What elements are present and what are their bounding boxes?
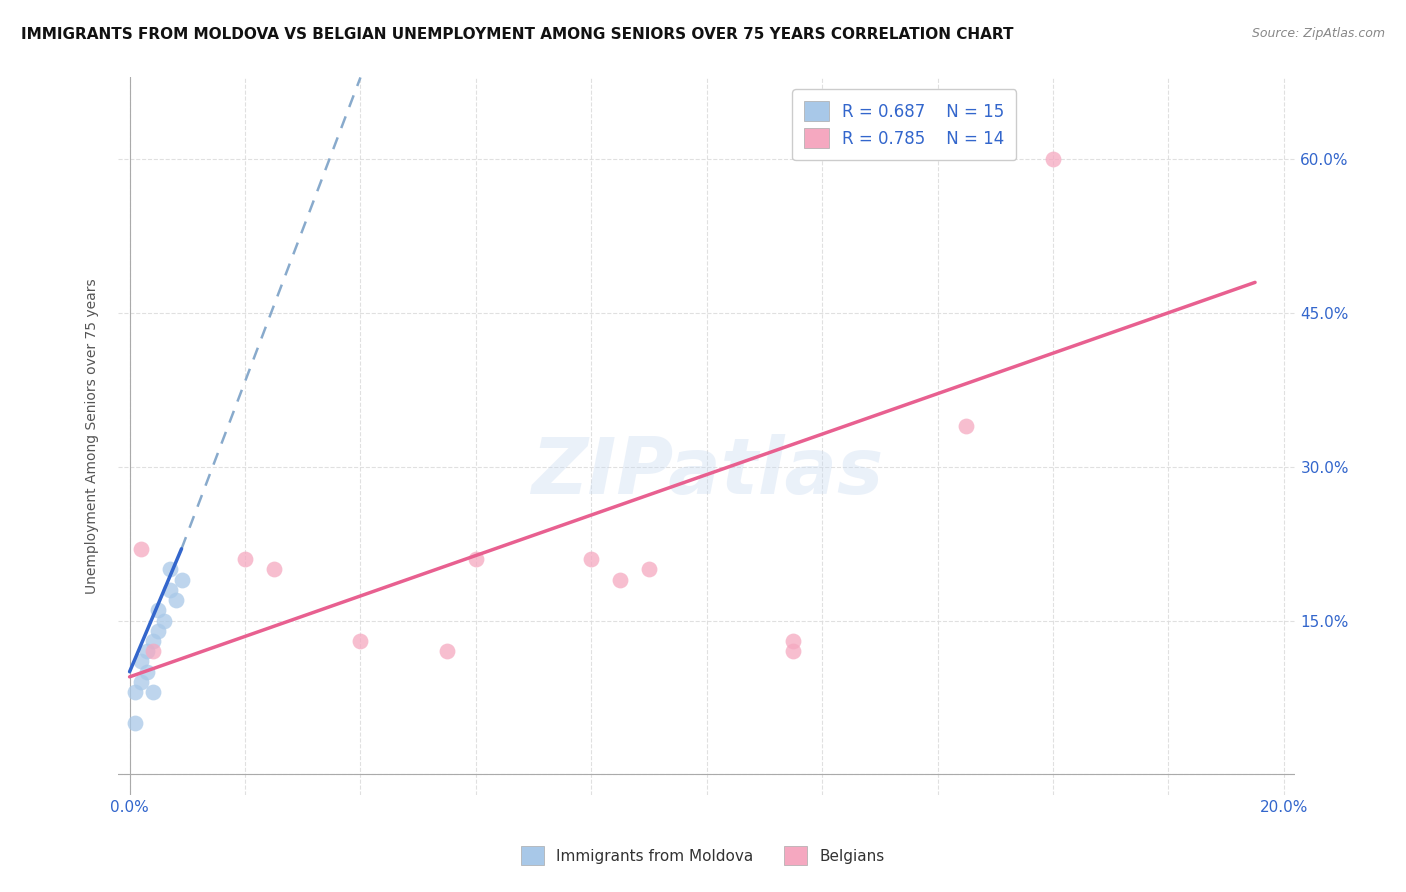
Point <box>638 562 661 576</box>
Point <box>148 603 170 617</box>
Y-axis label: Unemployment Among Seniors over 75 years: Unemployment Among Seniors over 75 years <box>86 278 100 594</box>
Point <box>233 552 256 566</box>
Point <box>159 562 181 576</box>
Point <box>129 655 152 669</box>
Point <box>124 685 146 699</box>
Point <box>142 634 165 648</box>
Point <box>955 418 977 433</box>
Point <box>159 582 181 597</box>
Point <box>124 716 146 731</box>
Point <box>581 552 603 566</box>
Text: IMMIGRANTS FROM MOLDOVA VS BELGIAN UNEMPLOYMENT AMONG SENIORS OVER 75 YEARS CORR: IMMIGRANTS FROM MOLDOVA VS BELGIAN UNEMP… <box>21 27 1014 42</box>
Point <box>142 644 165 658</box>
Legend: R = 0.687    N = 15, R = 0.785    N = 14: R = 0.687 N = 15, R = 0.785 N = 14 <box>793 89 1017 160</box>
Point <box>349 634 371 648</box>
Point <box>464 552 486 566</box>
Point <box>263 562 285 576</box>
Point <box>129 675 152 690</box>
Text: Source: ZipAtlas.com: Source: ZipAtlas.com <box>1251 27 1385 40</box>
Point <box>436 644 458 658</box>
Point <box>782 644 804 658</box>
Text: ZIPatlas: ZIPatlas <box>530 434 883 510</box>
Point <box>148 624 170 638</box>
Point <box>142 685 165 699</box>
Point <box>153 614 176 628</box>
Point <box>782 634 804 648</box>
Point <box>135 665 157 679</box>
Point <box>135 644 157 658</box>
Legend: Immigrants from Moldova, Belgians: Immigrants from Moldova, Belgians <box>515 840 891 871</box>
Point <box>170 573 193 587</box>
Point <box>129 541 152 556</box>
Point <box>609 573 631 587</box>
Point <box>165 593 187 607</box>
Point <box>1042 153 1064 167</box>
